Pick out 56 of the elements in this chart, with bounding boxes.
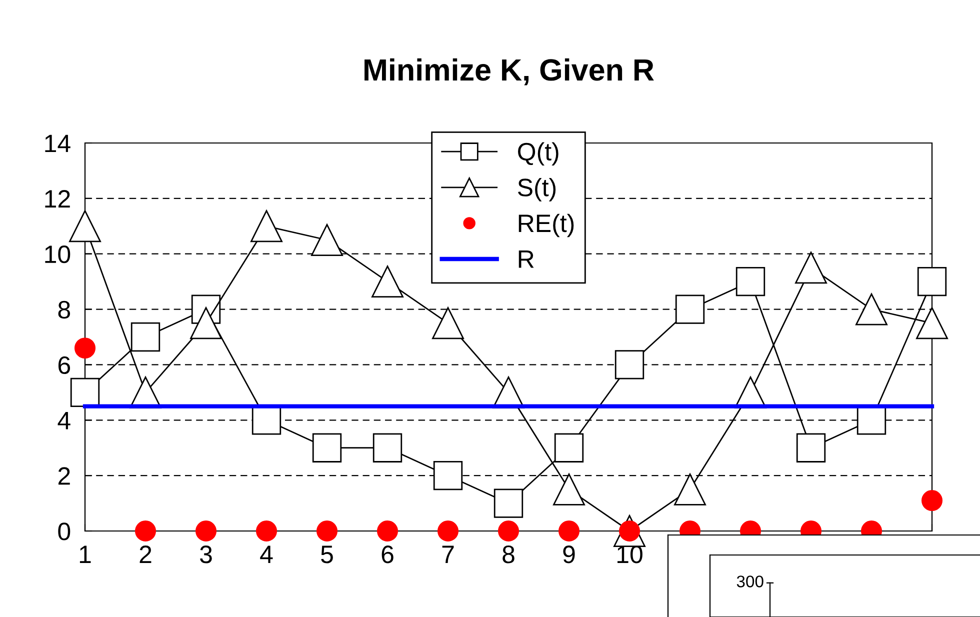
y-tick-label: 12: [45, 190, 70, 208]
x-tick-label: 6: [382, 546, 394, 564]
y-tick-label: 14: [45, 134, 70, 152]
x-tick-label: 9: [563, 546, 575, 564]
text: 300: [736, 576, 764, 588]
point: [795, 252, 827, 284]
point: [553, 473, 585, 506]
point: [256, 520, 278, 542]
point: [190, 307, 222, 340]
point: [250, 210, 282, 242]
point: [554, 433, 584, 462]
point: [674, 473, 706, 506]
point: [437, 520, 459, 542]
y-tick-label: 10: [45, 245, 70, 264]
point: [195, 520, 217, 542]
point: [856, 293, 888, 326]
point: [614, 350, 644, 380]
point: [432, 307, 464, 340]
point: [916, 307, 948, 340]
y-tick-label: 4: [58, 412, 70, 430]
point: [311, 224, 343, 256]
legend-label: R: [518, 250, 534, 268]
point: [494, 488, 524, 518]
y-tick-label: 0: [58, 522, 70, 540]
x-tick-label: 1: [80, 546, 91, 564]
point: [74, 338, 96, 359]
point: [498, 520, 520, 542]
x-tick-label: 8: [502, 546, 514, 564]
legend-label: Q(t): [518, 142, 558, 166]
point: [372, 433, 402, 462]
x-tick-label: 7: [442, 546, 454, 564]
point: [796, 433, 826, 462]
point: [316, 520, 338, 542]
chart-title: Minimize K, Given R: [364, 58, 654, 86]
point: [736, 266, 766, 296]
point: [312, 433, 342, 462]
point: [376, 520, 398, 542]
y-tick-label: 6: [58, 356, 70, 374]
x-tick-label: 4: [260, 546, 273, 564]
x-tick-label: 2: [140, 546, 152, 564]
point: [675, 294, 705, 324]
point: [921, 490, 943, 512]
point: [917, 266, 947, 296]
point: [558, 520, 580, 542]
point: [70, 378, 100, 408]
point: [130, 322, 160, 352]
point: [134, 520, 156, 542]
legend-label: RE(t): [518, 214, 574, 238]
point: [372, 266, 404, 298]
y-tick-label: 8: [58, 300, 70, 319]
legend-label: S(t): [518, 178, 556, 202]
point: [433, 460, 463, 490]
point: [69, 210, 101, 242]
y-tick-label: 2: [58, 467, 70, 485]
x-tick-label: 5: [321, 546, 333, 564]
x-tick-label: 3: [200, 546, 212, 564]
